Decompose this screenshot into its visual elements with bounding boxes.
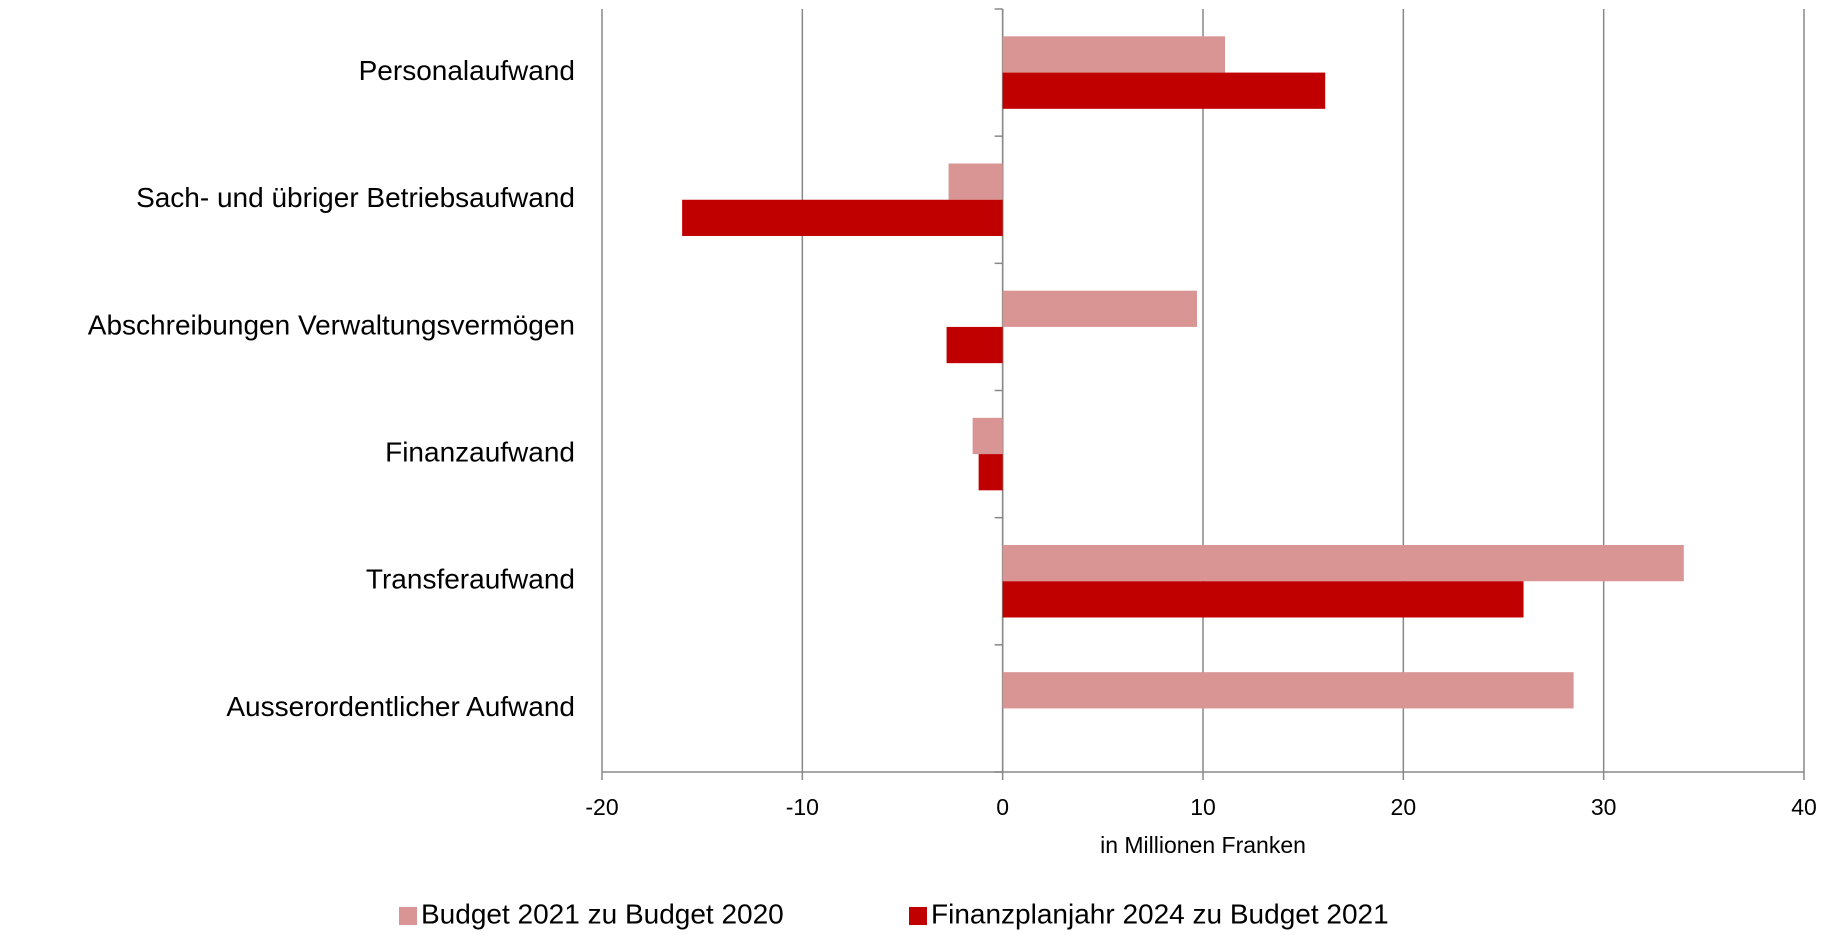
x-tick-label: -10 — [786, 794, 819, 820]
bar — [1002, 72, 1326, 109]
x-tick-label: -20 — [585, 794, 618, 820]
y-tick-label: Personalaufwand — [359, 55, 575, 86]
legend-swatch — [399, 907, 417, 925]
y-tick-label: Finanzaufwand — [385, 436, 575, 467]
bar — [972, 417, 1003, 455]
bar — [1002, 581, 1524, 618]
x-tick-label: 40 — [1791, 794, 1817, 820]
y-tick-label: Transferaufwand — [366, 564, 575, 595]
y-tick-label: Abschreibungen Verwaltungsvermögen — [88, 309, 575, 340]
y-tick-label: Sach- und übriger Betriebsaufwand — [136, 182, 575, 213]
legend-swatch — [909, 907, 927, 925]
bar — [682, 199, 1003, 236]
legend-label: Finanzplanjahr 2024 zu Budget 2021 — [931, 898, 1389, 929]
bar — [1002, 290, 1197, 327]
x-tick-label: 0 — [996, 794, 1009, 820]
bar — [978, 454, 1003, 491]
x-tick-label: 30 — [1591, 794, 1617, 820]
legend-label: Budget 2021 zu Budget 2020 — [421, 898, 784, 929]
bar — [946, 326, 1003, 364]
x-axis-label: in Millionen Franken — [1100, 832, 1306, 858]
bar — [1002, 545, 1684, 582]
bar — [948, 163, 1003, 200]
bar — [1002, 36, 1226, 73]
bar — [1002, 672, 1574, 709]
x-tick-label: 10 — [1190, 794, 1216, 820]
x-tick-label: 20 — [1391, 794, 1417, 820]
y-tick-label: Ausserordentlicher Aufwand — [226, 691, 575, 722]
